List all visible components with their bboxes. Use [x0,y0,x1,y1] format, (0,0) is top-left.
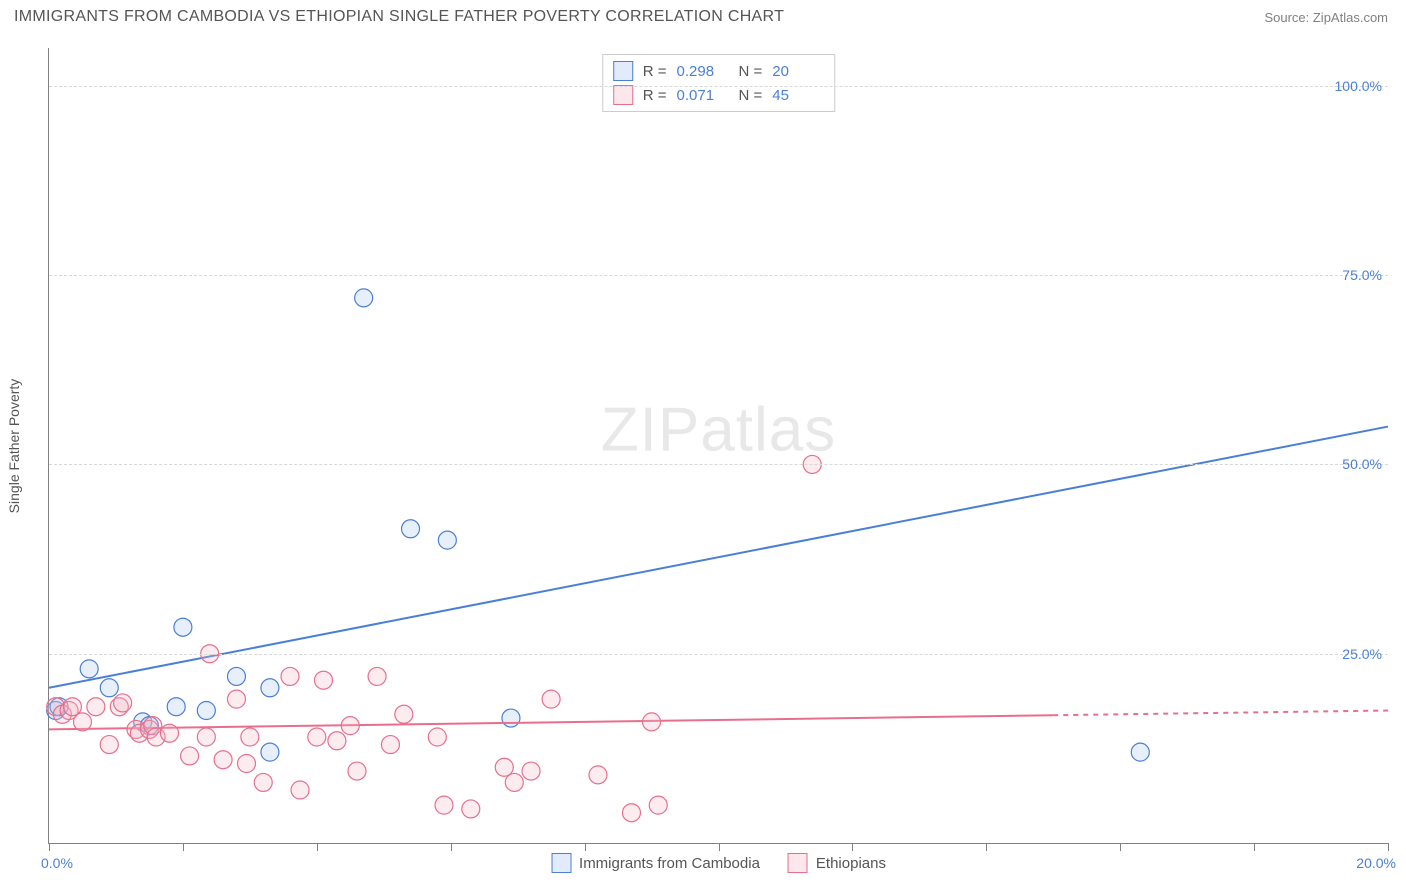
x-tick [1254,843,1255,851]
x-tick [1120,843,1121,851]
x-max-label: 20.0% [1356,855,1396,871]
legend-series-name: Ethiopians [816,855,886,872]
legend-r-value: 0.071 [677,87,729,104]
y-tick-label: 25.0% [1342,646,1382,662]
x-tick [585,843,586,851]
x-tick [451,843,452,851]
legend-series-name: Immigrants from Cambodia [579,855,760,872]
legend-r-label: R = [643,63,667,80]
legend-item: Immigrants from Cambodia [551,853,760,873]
y-tick-label: 75.0% [1342,267,1382,283]
y-axis-title: Single Father Poverty [6,379,22,514]
chart-area: Single Father Poverty ZIPatlas R =0.298N… [48,48,1388,844]
x-tick [183,843,184,851]
legend-swatch [613,61,633,81]
x-tick [852,843,853,851]
chart-svg [49,48,1388,843]
x-tick [719,843,720,851]
x-tick [1388,843,1389,851]
legend-n-value: 45 [772,87,824,104]
grid-line [49,654,1388,655]
legend-swatch [551,853,571,873]
source-label: Source: ZipAtlas.com [1264,10,1388,25]
legend-row: R = 0.298 N = 20 [613,59,825,83]
y-tick-label: 100.0% [1335,78,1382,94]
legend-swatch [788,853,808,873]
y-tick-label: 50.0% [1342,456,1382,472]
plot-area: ZIPatlas R =0.298N =20R =0.071N =45 0.0%… [48,48,1388,844]
legend-n-value: 20 [772,63,824,80]
legend-r-value: 0.298 [677,63,729,80]
legend-n-label: N = [739,63,763,80]
legend-r-label: R = [643,87,667,104]
x-min-label: 0.0% [41,855,73,871]
chart-title: IMMIGRANTS FROM CAMBODIA VS ETHIOPIAN SI… [14,8,784,26]
grid-line [49,464,1388,465]
legend-swatch [613,85,633,105]
x-tick [317,843,318,851]
x-tick [49,843,50,851]
legend-item: Ethiopians [788,853,886,873]
x-tick [986,843,987,851]
legend-correlation: R = 0.298 N = 20 R = 0.071 N = 45 [602,54,836,112]
legend-series: Immigrants from Cambodia Ethiopians [551,853,886,873]
grid-line [49,275,1388,276]
grid-line [49,86,1388,87]
legend-n-label: N = [739,87,763,104]
